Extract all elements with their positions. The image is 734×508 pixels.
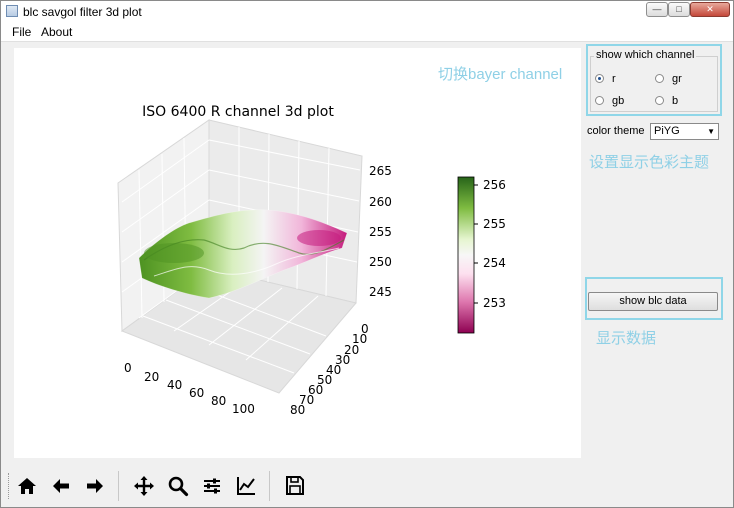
toolbar-grip[interactable] [8,473,11,499]
close-button[interactable]: ✕ [690,2,730,17]
menu-file[interactable]: File [12,25,32,39]
x-tick: 40 [167,378,182,392]
maximize-button[interactable]: □ [668,2,690,17]
window-title: blc savgol filter 3d plot [23,5,142,19]
dropdown-arrow-icon: ▼ [707,127,715,136]
x-axis: 0 20 40 60 80 100 [124,361,255,416]
y-tick: 10 [352,332,367,346]
subplots-icon[interactable] [199,473,225,499]
y-tick: 30 [335,353,350,367]
surface-peak-magenta [297,230,341,246]
save-icon[interactable] [282,473,308,499]
y-tick: 0 [361,322,369,336]
home-icon[interactable] [14,473,40,499]
note-theme: 设置显示色彩主题 [589,154,710,171]
axes-edit-icon[interactable] [233,473,259,499]
z-axis: 265 260 255 250 245 [369,164,392,299]
menu-about[interactable]: About [41,25,73,39]
z-tick: 255 [369,225,392,239]
x-tick: 100 [232,402,255,416]
radio-gb[interactable]: gb [595,95,624,107]
color-theme-label: color theme [587,125,645,137]
surface-plot[interactable]: ISO 6400 R channel 3d plot [14,48,581,458]
radio-gr[interactable]: gr [655,73,682,85]
radio-r[interactable]: r [595,73,616,85]
y-tick: 50 [317,373,332,387]
colorbar-tick: 253 [483,296,506,310]
surface-ridge-2 [153,247,340,277]
colorbar-ticks: 256 255 254 253 [474,178,506,310]
x-tick: 0 [124,361,132,375]
color-theme-select[interactable]: PiYG ▼ [650,123,719,140]
pan-icon[interactable] [131,473,157,499]
radio-indicator-icon [595,96,604,105]
plot-title: ISO 6400 R channel 3d plot [142,104,334,120]
y-tick: 60 [308,383,323,397]
app-icon [6,5,18,17]
surface-peak-green [144,243,204,263]
x-tick: 20 [144,370,159,384]
colorbar-tick: 256 [483,178,506,192]
plot-toolbar [1,465,733,507]
colorbar [457,176,475,334]
y-tick: 70 [299,393,314,407]
radio-b[interactable]: b [655,95,678,107]
radio-indicator-icon [595,74,604,83]
z-tick: 260 [369,195,392,209]
title-bar: blc savgol filter 3d plot — □ ✕ [1,1,733,22]
surface [138,209,348,299]
menu-bar: File About [1,22,733,42]
z-tick: 245 [369,285,392,299]
note-bayer: 切换bayer channel [438,66,563,83]
colorbar-tick: 254 [483,256,506,270]
zoom-icon[interactable] [165,473,191,499]
toolbar-separator [118,471,119,501]
radio-indicator-icon [655,96,664,105]
note-data: 显示数据 [596,330,657,347]
channel-group-title: show which channel [594,49,697,61]
forward-arrow-icon[interactable] [82,473,108,499]
data-button-highlight [585,277,723,320]
z-tick: 250 [369,255,392,269]
back-arrow-icon[interactable] [48,473,74,499]
radio-indicator-icon [655,74,664,83]
y-tick: 80 [290,403,305,417]
plot-canvas[interactable]: ISO 6400 R channel 3d plot [14,48,581,458]
toolbar-separator [269,471,270,501]
x-tick: 60 [189,386,204,400]
minimize-button[interactable]: — [646,2,668,17]
y-tick: 40 [326,363,341,377]
y-axis: 0 10 20 30 40 50 60 70 80 [290,322,369,417]
y-tick: 20 [344,343,359,357]
channel-highlight [586,44,722,116]
x-tick: 80 [211,394,226,408]
colorbar-tick: 255 [483,217,506,231]
z-tick: 265 [369,164,392,178]
show-blc-data-button[interactable]: show blc data [588,292,718,311]
